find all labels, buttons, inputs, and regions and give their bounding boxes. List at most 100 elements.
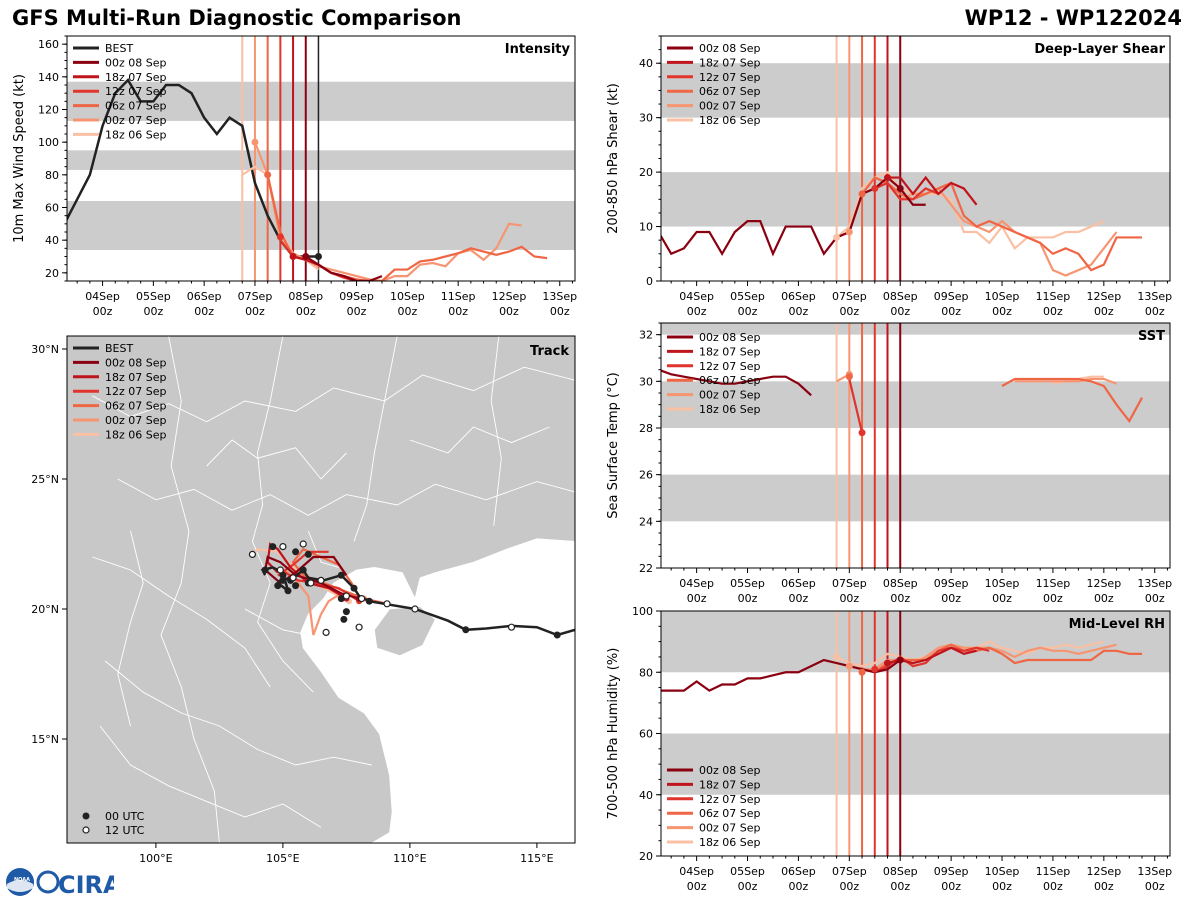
intensity-legend-label-1: 00z 08 Sep [105,56,167,69]
sst-xtick-hour-3: 00z [839,592,859,605]
intensity-xtick-hour-2: 00z [194,305,214,318]
rh-legend-label-5: 18z 06 Sep [699,836,761,849]
shear-xtick-hour-4: 00z [890,305,910,318]
shear-xtick-hour-5: 00z [941,305,961,318]
track-dot-00-14 [342,608,350,616]
track-legend-label-3: 12z 07 Sep [105,385,167,398]
track-dot-12-0 [248,550,257,559]
sst-ytick-label-1: 24 [639,515,653,528]
cira-logo-text: CIRA [58,871,114,898]
rh-xtick-hour-9: 00z [1145,880,1165,893]
shear-legend-label-1: 18z 07 Sep [699,56,761,69]
shear-plot-area [661,36,1170,281]
rh-xtick-hour-3: 00z [839,880,859,893]
track-hainan [373,605,436,657]
sst-xtick-hour-4: 00z [890,592,910,605]
shear-xtick-hour-2: 00z [789,305,809,318]
sst-xtick-day-0: 04Sep [679,577,714,590]
rh-plot-area [661,611,1170,856]
shear-point-3 [871,184,879,192]
sst-plot-area [661,323,1170,568]
rh-point-1 [845,662,853,670]
track-legend-label-0: BEST [105,342,133,355]
track-land [67,336,575,843]
track-panel: 100°E 105°E 110°E 115°E 15°N 20°N 25°N 30°N Trac… [31,335,576,865]
rh-ytick-label-4: 100 [632,605,653,618]
rh-point-2 [858,668,866,676]
sst-series-2-4 [848,378,864,433]
shear-xtick-day-7: 11Sep [1036,290,1071,303]
sst-panel: 22 24 26 28 30 32 04Sep 00z 05Sep 00z 06Sep 00z 07Se… [606,322,1172,605]
track-border-7 [104,660,372,766]
rh-point-5 [896,656,904,664]
shear-point-1 [845,228,853,236]
shear-xtick-day-0: 04Sep [679,290,714,303]
sst-point-2 [858,429,866,437]
rh-point-0 [833,653,841,661]
marker-legend-12-label: 12 UTC [105,824,145,837]
sst-legend-label-2: 12z 07 Sep [699,360,761,373]
track-border-10 [409,426,550,454]
track-dot-12-2 [299,540,307,548]
intensity-xtick-day-5: 09Sep [339,290,374,303]
track-dot-12-13 [289,574,297,582]
intensity-ytick-label-6: 140 [38,71,59,84]
track-ytick-label-3: 30°N [31,343,59,356]
intensity-ytick-label-5: 120 [38,104,59,117]
shear-point-5 [896,184,904,192]
shear-band-1 [661,63,1170,118]
intensity-xtick-hour-5: 00z [347,305,367,318]
track-dot-12-4 [307,579,315,587]
sst-ytick-label-3: 28 [639,422,653,435]
rh-ytick-label-1: 40 [639,789,653,802]
intensity-point-2 [276,233,284,241]
track-dot-12-12 [276,566,284,574]
sst-xtick-day-5: 09Sep [934,577,969,590]
intensity-ytick-label-2: 60 [45,202,59,215]
track-legend-label-6: 18z 06 Sep [105,428,167,441]
track-run-0 [263,555,360,600]
rh-series-4-1 [849,643,1117,671]
rh-ylabel: 700-500 hPa Humidity (%) [606,648,621,820]
shear-panel: 0 10 20 30 40 04Sep 00z 05Sep 00z 06Sep 00z 07Sep 00… [606,35,1172,318]
intensity-xtick-day-2: 06Sep [187,290,222,303]
shear-xtick-hour-8: 00z [1094,305,1114,318]
track-title: Track [530,344,569,359]
sst-series-0-5 [661,369,812,397]
track-xtick-label-0: 100°E [139,852,172,865]
intensity-series-4-1 [253,141,522,281]
intensity-xtick-day-0: 04Sep [85,290,120,303]
rh-xtick-day-7: 11Sep [1036,865,1071,878]
track-dot-00-4 [304,550,312,558]
shear-legend-label-2: 12z 07 Sep [699,71,761,84]
shear-ytick-label-0: 0 [646,275,653,288]
track-dot-12-9 [507,623,516,631]
sst-ylabel: Sea Surface Temp (°C) [606,372,621,519]
intensity-xtick-day-4: 08Sep [288,290,323,303]
track-legend-label-5: 00z 07 Sep [105,414,167,427]
intensity-series-best [67,78,319,258]
track-run-5 [251,548,350,603]
track-legend-label-4: 06z 07 Sep [105,400,167,413]
intensity-ytick-label-3: 80 [45,169,59,182]
shear-series-1-4 [887,175,978,206]
shear-legend-label-4: 00z 07 Sep [699,100,761,113]
intensity-xtick-day-6: 10Sep [390,290,425,303]
intensity-ytick-label-1: 40 [45,234,59,247]
intensity-panel: 20 40 60 80 100 120 140 160 04Sep 00z 05Sep 00z 06Se… [12,35,577,318]
track-dot-00-12 [365,597,373,605]
sst-legend-label-0: 00z 08 Sep [699,331,761,344]
intensity-xtick-hour-0: 00z [93,305,113,318]
intensity-best-point [314,253,322,260]
sst-xtick-day-3: 07Sep [832,577,867,590]
track-dot-12-5 [342,592,350,600]
track-dot-00-18 [279,576,287,584]
track-legend-label-2: 18z 07 Sep [105,371,167,384]
sst-xtick-hour-5: 00z [941,592,961,605]
track-dot-00-17 [553,631,561,639]
sst-band-2 [661,323,1170,335]
